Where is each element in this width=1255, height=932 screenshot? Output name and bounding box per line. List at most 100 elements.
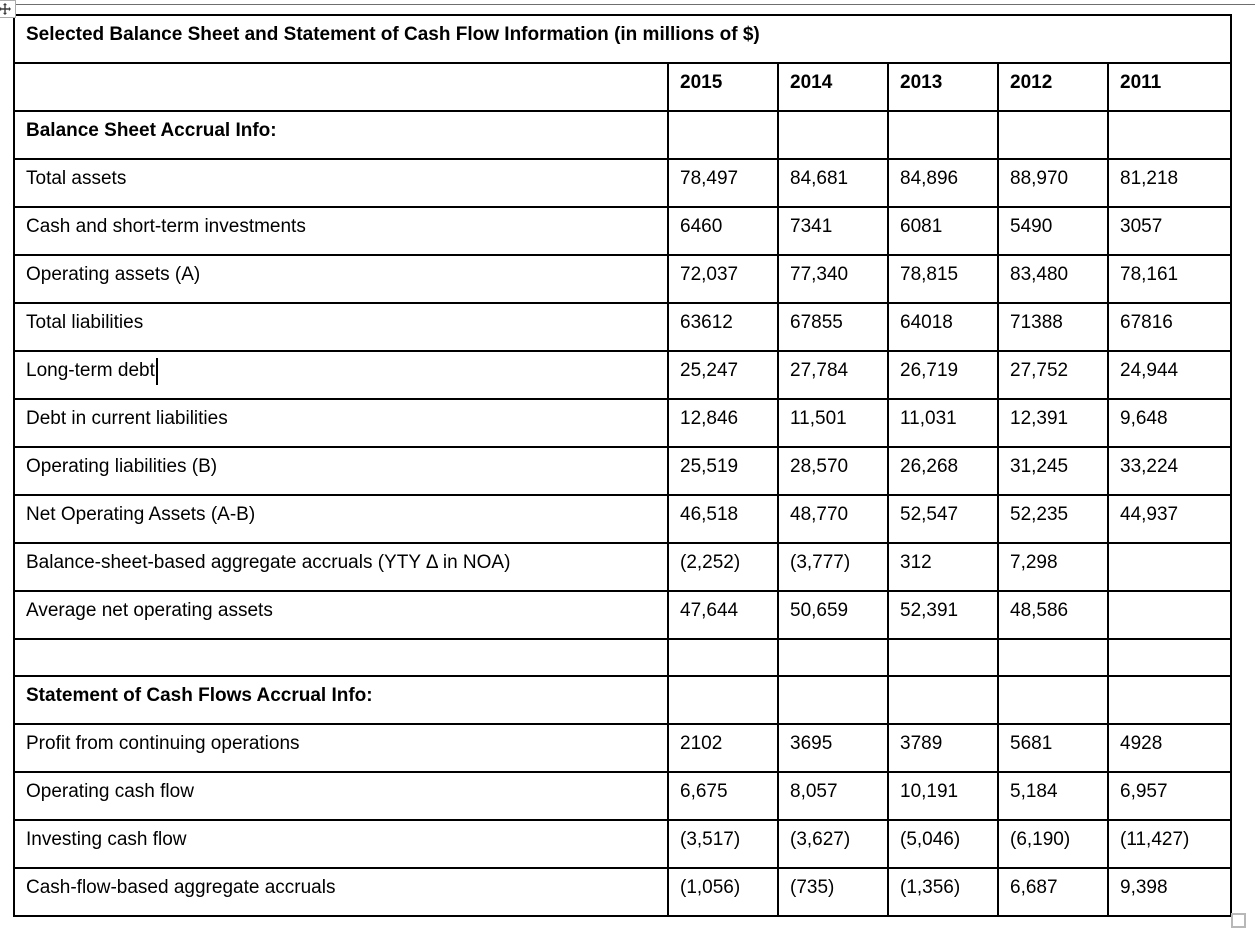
value-cell[interactable]: 25,519	[667, 446, 779, 496]
year-header-cell[interactable]: 2015	[667, 62, 779, 112]
value-cell[interactable]	[1106, 675, 1233, 725]
value-cell[interactable]: 6460	[667, 206, 779, 256]
value-cell[interactable]	[887, 675, 999, 725]
row-label-cell[interactable]: Operating assets (A)	[13, 254, 669, 304]
value-cell[interactable]: (2,252)	[667, 542, 779, 592]
value-cell[interactable]: 2102	[667, 723, 779, 773]
value-cell[interactable]: 9,648	[1106, 398, 1233, 448]
table-move-handle[interactable]	[0, 0, 16, 18]
value-cell[interactable]	[777, 638, 889, 677]
value-cell[interactable]: 12,391	[997, 398, 1109, 448]
value-cell[interactable]: (1,356)	[887, 867, 999, 917]
value-cell[interactable]: 48,586	[997, 590, 1109, 640]
section-header-cell[interactable]: Statement of Cash Flows Accrual Info:	[13, 675, 669, 725]
value-cell[interactable]: 27,752	[997, 350, 1109, 400]
value-cell[interactable]: (5,046)	[887, 819, 999, 869]
value-cell[interactable]: 3057	[1106, 206, 1233, 256]
value-cell[interactable]	[1106, 590, 1233, 640]
value-cell[interactable]: 25,247	[667, 350, 779, 400]
value-cell[interactable]	[997, 638, 1109, 677]
value-cell[interactable]: 7,298	[997, 542, 1109, 592]
value-cell[interactable]	[1106, 110, 1233, 160]
value-cell[interactable]	[997, 675, 1109, 725]
value-cell[interactable]: 24,944	[1106, 350, 1233, 400]
value-cell[interactable]: 8,057	[777, 771, 889, 821]
value-cell[interactable]: 6,675	[667, 771, 779, 821]
corner-blank-cell[interactable]	[13, 62, 669, 112]
value-cell[interactable]: 52,391	[887, 590, 999, 640]
value-cell[interactable]: 88,970	[997, 158, 1109, 208]
value-cell[interactable]: (735)	[777, 867, 889, 917]
value-cell[interactable]: 6,957	[1106, 771, 1233, 821]
value-cell[interactable]: (1,056)	[667, 867, 779, 917]
value-cell[interactable]: 72,037	[667, 254, 779, 304]
value-cell[interactable]: 67816	[1106, 302, 1233, 352]
table-title-cell[interactable]: Selected Balance Sheet and Statement of …	[12, 14, 1233, 64]
value-cell[interactable]: 67855	[777, 302, 889, 352]
value-cell[interactable]: 28,570	[777, 446, 889, 496]
value-cell[interactable]: 84,681	[777, 158, 889, 208]
row-label-cell[interactable]: Cash-flow-based aggregate accruals	[13, 867, 669, 917]
value-cell[interactable]	[887, 638, 999, 677]
value-cell[interactable]: 52,235	[997, 494, 1109, 544]
section-header-cell[interactable]: Balance Sheet Accrual Info:	[13, 110, 669, 160]
value-cell[interactable]: 11,501	[777, 398, 889, 448]
year-header-cell[interactable]: 2013	[887, 62, 999, 112]
value-cell[interactable]: 5681	[997, 723, 1109, 773]
value-cell[interactable]: 9,398	[1106, 867, 1233, 917]
row-label-cell[interactable]: Operating cash flow	[13, 771, 669, 821]
value-cell[interactable]	[887, 110, 999, 160]
value-cell[interactable]: 50,659	[777, 590, 889, 640]
row-label-cell[interactable]: Investing cash flow	[13, 819, 669, 869]
value-cell[interactable]: 3789	[887, 723, 999, 773]
value-cell[interactable]: 84,896	[887, 158, 999, 208]
row-label-cell[interactable]: Balance-sheet-based aggregate accruals (…	[13, 542, 669, 592]
value-cell[interactable]: 83,480	[997, 254, 1109, 304]
value-cell[interactable]: (3,777)	[777, 542, 889, 592]
value-cell[interactable]: 26,268	[887, 446, 999, 496]
row-label-cell[interactable]	[13, 638, 669, 677]
value-cell[interactable]: 81,218	[1106, 158, 1233, 208]
value-cell[interactable]: 6,687	[997, 867, 1109, 917]
value-cell[interactable]: 312	[887, 542, 999, 592]
value-cell[interactable]: 48,770	[777, 494, 889, 544]
value-cell[interactable]: 44,937	[1106, 494, 1233, 544]
value-cell[interactable]: 3695	[777, 723, 889, 773]
value-cell[interactable]: 78,815	[887, 254, 999, 304]
value-cell[interactable]	[777, 110, 889, 160]
value-cell[interactable]	[1106, 542, 1233, 592]
value-cell[interactable]: (11,427)	[1106, 819, 1233, 869]
row-label-cell[interactable]: Net Operating Assets (A-B)	[13, 494, 669, 544]
value-cell[interactable]: 26,719	[887, 350, 999, 400]
value-cell[interactable]: 5,184	[997, 771, 1109, 821]
year-header-cell[interactable]: 2014	[777, 62, 889, 112]
row-label-cell[interactable]: Cash and short-term investments	[13, 206, 669, 256]
value-cell[interactable]: 10,191	[887, 771, 999, 821]
value-cell[interactable]: 64018	[887, 302, 999, 352]
value-cell[interactable]: 11,031	[887, 398, 999, 448]
row-label-cell[interactable]: Total assets	[13, 158, 669, 208]
table-resize-handle[interactable]	[1231, 913, 1246, 928]
value-cell[interactable]: 27,784	[777, 350, 889, 400]
value-cell[interactable]: 78,497	[667, 158, 779, 208]
value-cell[interactable]: 7341	[777, 206, 889, 256]
value-cell[interactable]: 4928	[1106, 723, 1233, 773]
value-cell[interactable]: 52,547	[887, 494, 999, 544]
value-cell[interactable]: 46,518	[667, 494, 779, 544]
row-label-cell[interactable]: Average net operating assets	[13, 590, 669, 640]
row-label-cell[interactable]: Operating liabilities (B)	[13, 446, 669, 496]
year-header-cell[interactable]: 2012	[997, 62, 1109, 112]
value-cell[interactable]	[1106, 638, 1233, 677]
value-cell[interactable]: 47,644	[667, 590, 779, 640]
year-header-cell[interactable]: 2011	[1106, 62, 1233, 112]
value-cell[interactable]: 63612	[667, 302, 779, 352]
value-cell[interactable]: (3,517)	[667, 819, 779, 869]
value-cell[interactable]: 77,340	[777, 254, 889, 304]
row-label-cell[interactable]: Long-term debt	[13, 350, 669, 400]
value-cell[interactable]: 33,224	[1106, 446, 1233, 496]
value-cell[interactable]	[777, 675, 889, 725]
value-cell[interactable]: (6,190)	[997, 819, 1109, 869]
value-cell[interactable]: 6081	[887, 206, 999, 256]
value-cell[interactable]: 12,846	[667, 398, 779, 448]
row-label-cell[interactable]: Total liabilities	[13, 302, 669, 352]
